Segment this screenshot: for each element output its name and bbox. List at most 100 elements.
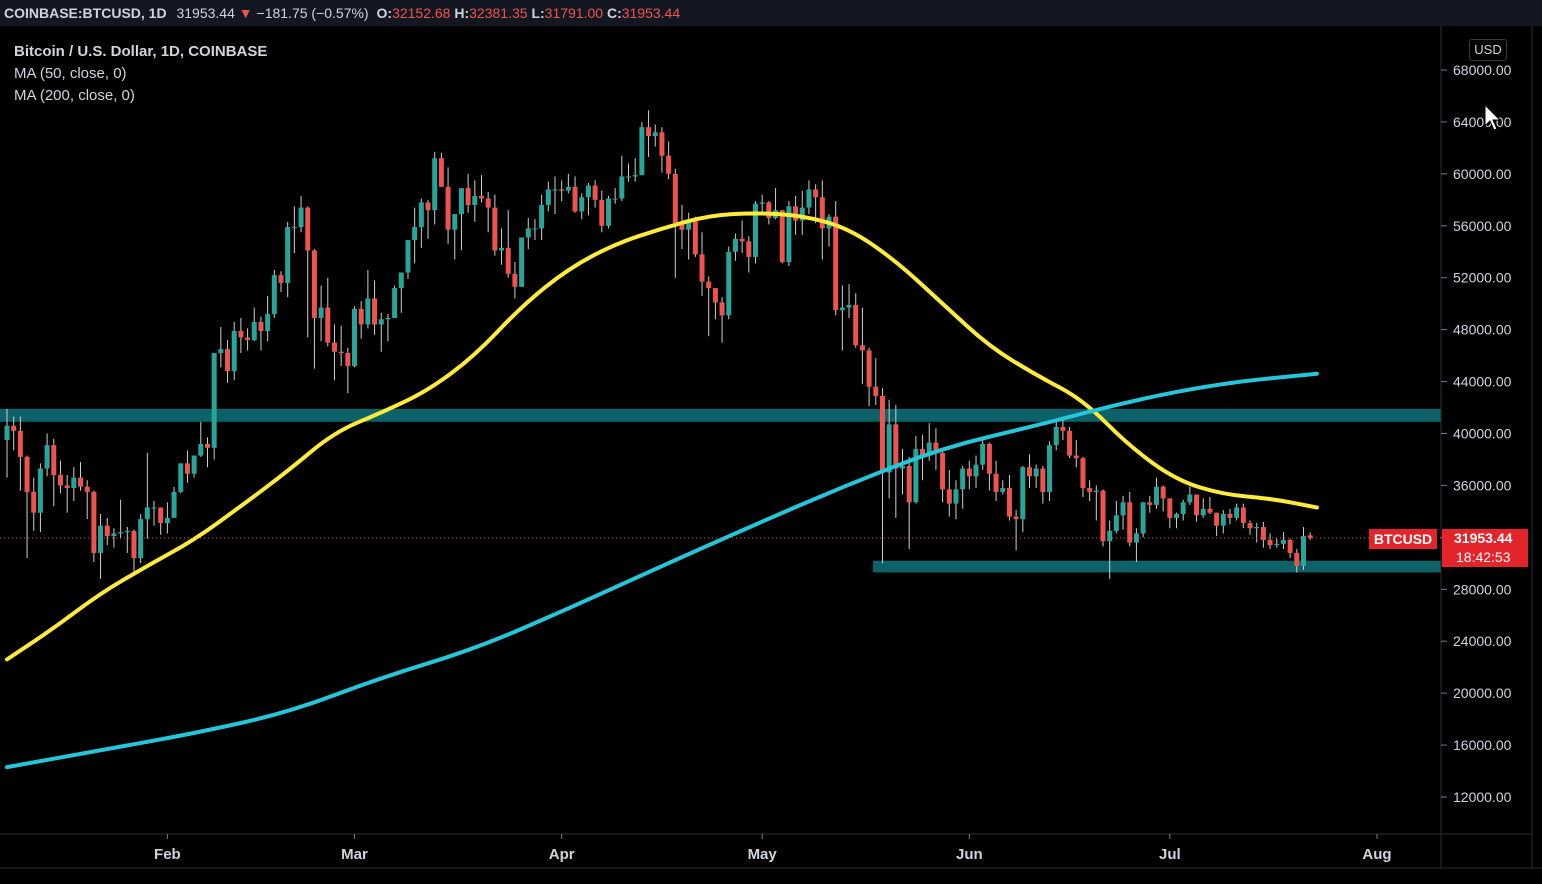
candle-up xyxy=(1000,488,1006,492)
candle-down xyxy=(719,302,725,316)
candle-up xyxy=(1047,445,1053,492)
candle-up xyxy=(960,468,966,490)
candle-down xyxy=(1127,502,1133,543)
price-tick-label: 12000.00 xyxy=(1453,789,1512,805)
open-label: O: xyxy=(376,5,393,21)
candle-down xyxy=(1067,430,1073,456)
candle-down xyxy=(91,491,97,553)
candle-down xyxy=(1267,539,1273,546)
candle-up xyxy=(138,519,144,559)
time-axis[interactable]: Feb Mar Apr May Jun Jul Aug xyxy=(154,834,1392,863)
price-tick-label: 24000.00 xyxy=(1453,633,1512,649)
candle-down xyxy=(84,486,90,492)
candle-up xyxy=(418,202,424,228)
candle-up xyxy=(1234,507,1240,518)
candle-up xyxy=(124,530,130,533)
candle-down xyxy=(158,507,164,524)
price-tick-label: 36000.00 xyxy=(1453,477,1512,493)
currency-button[interactable]: USD xyxy=(1469,39,1507,61)
price-zone-2 xyxy=(873,560,1441,573)
candle-up xyxy=(732,238,738,252)
candle-up xyxy=(1174,513,1180,518)
high-value: 32381.35 xyxy=(469,5,528,21)
candle-down xyxy=(325,307,331,343)
candle-down xyxy=(1100,490,1106,542)
candle-down xyxy=(672,173,678,224)
candle-down xyxy=(659,132,665,156)
candle-down xyxy=(679,223,685,230)
legend-ma200[interactable]: MA (200, close, 0) xyxy=(14,87,135,104)
symbol-label[interactable]: COINBASE:BTCUSD, 1D xyxy=(4,5,167,21)
candle-up xyxy=(211,353,217,448)
candle-down xyxy=(505,247,511,274)
candle-down xyxy=(706,281,712,289)
candle-up xyxy=(913,449,919,503)
time-tick-label: May xyxy=(748,846,778,863)
ma50-line xyxy=(5,211,1319,662)
candle-up xyxy=(1280,539,1286,544)
candle-up xyxy=(980,443,986,465)
candle-up xyxy=(164,517,170,524)
candle-down xyxy=(712,288,718,303)
candle-down xyxy=(766,202,772,218)
candle-down xyxy=(278,275,284,283)
candle-up xyxy=(752,203,758,257)
candle-up xyxy=(1140,502,1146,534)
candle-up xyxy=(539,205,545,229)
candle-up xyxy=(405,240,411,273)
candle-down xyxy=(1167,498,1173,518)
candle-down xyxy=(920,449,926,456)
price-tick-label: 28000.00 xyxy=(1453,581,1512,597)
candle-down xyxy=(78,477,84,487)
candle-down xyxy=(813,189,819,198)
time-tick-label: Jul xyxy=(1159,846,1181,863)
candle-up xyxy=(452,214,458,230)
candle-down xyxy=(859,345,865,351)
candle-down xyxy=(311,250,317,318)
candle-down xyxy=(1227,513,1233,518)
candle-up xyxy=(1053,427,1059,446)
candle-down xyxy=(906,465,912,503)
candle-down xyxy=(184,463,190,474)
change-arrow-icon: ▼ xyxy=(238,5,253,21)
candle-up xyxy=(552,189,558,191)
candle-up xyxy=(585,185,591,198)
candle-up xyxy=(458,188,464,215)
candle-up xyxy=(926,442,932,456)
candle-up xyxy=(1200,508,1206,516)
candle-up xyxy=(151,507,157,509)
candle-up xyxy=(171,491,177,518)
low-value: 31791.00 xyxy=(544,5,604,21)
candle-up xyxy=(1020,467,1026,520)
candle-down xyxy=(986,443,992,474)
candle-down xyxy=(478,195,484,199)
last-price-tag-value: 31953.44 xyxy=(1454,530,1513,546)
candle-down xyxy=(1260,526,1266,540)
time-tick-label: Apr xyxy=(549,846,575,863)
candle-up xyxy=(619,176,625,199)
chart-legend-title[interactable]: Bitcoin / U.S. Dollar, 1D, COINBASE xyxy=(14,43,268,60)
candle-up xyxy=(1274,543,1280,546)
price-tick-label: 60000.00 xyxy=(1453,166,1512,182)
candle-series xyxy=(4,110,1313,579)
candle-down xyxy=(492,207,498,251)
candle-up xyxy=(1107,530,1113,542)
price-tick-label: 56000.00 xyxy=(1453,218,1512,234)
time-tick-label: Aug xyxy=(1362,846,1391,863)
candle-up xyxy=(806,189,812,208)
candle-down xyxy=(853,304,859,346)
candle-up xyxy=(953,489,959,504)
high-label: H: xyxy=(454,5,470,21)
last-price: 31953.44 xyxy=(176,5,235,21)
candle-up xyxy=(1254,526,1260,529)
candle-up xyxy=(44,445,50,469)
candle-up xyxy=(178,463,184,492)
candle-up xyxy=(786,206,792,263)
candle-down xyxy=(204,443,210,448)
legend-ma50[interactable]: MA (50, close, 0) xyxy=(14,65,127,82)
candle-down xyxy=(331,342,337,352)
symbol-price-tag: BTCUSD xyxy=(1369,529,1437,549)
candle-up xyxy=(291,227,297,229)
candle-down xyxy=(666,155,672,174)
